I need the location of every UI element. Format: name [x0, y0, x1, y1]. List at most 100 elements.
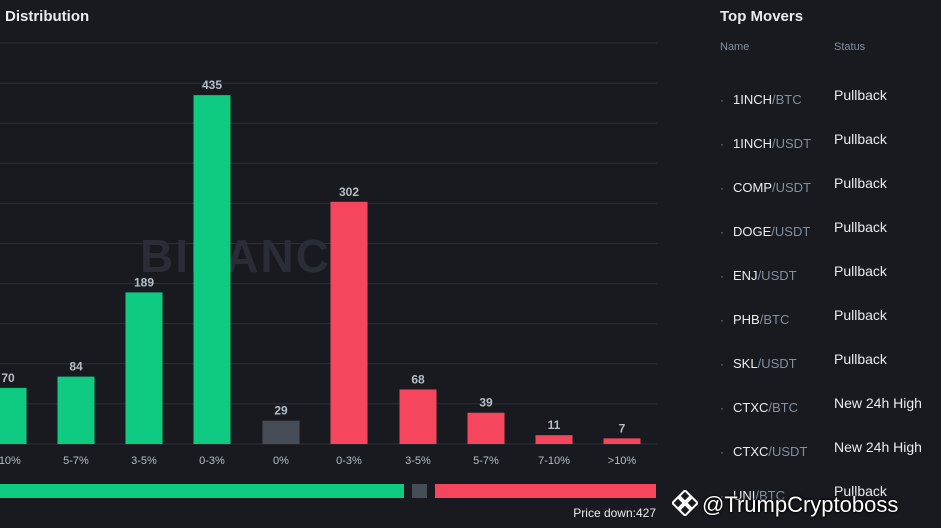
mover-row[interactable]: · UNI/BTC Pullback	[720, 483, 941, 527]
pair-name[interactable]: CTXC/USDT	[733, 444, 807, 459]
mover-status: New 24h High	[834, 395, 922, 411]
pair-quote: /USDT	[768, 444, 808, 459]
bullet-icon: ·	[720, 137, 724, 151]
pair-quote: /BTC	[768, 400, 799, 415]
bar-value-label: 189	[134, 275, 154, 289]
pair-base: SKL	[733, 356, 758, 371]
pair-name[interactable]: DOGE/USDT	[733, 224, 810, 239]
pair-base: UNI	[733, 488, 756, 503]
pair-base: ENJ	[733, 268, 758, 283]
pair-name[interactable]: ENJ/USDT	[733, 268, 797, 283]
mover-status: Pullback	[834, 307, 887, 323]
bar-value-label: 84	[69, 360, 83, 374]
bar-5	[330, 201, 368, 444]
mover-row[interactable]: · CTXC/USDT New 24h High	[720, 439, 941, 483]
bar-value-label: 70	[1, 371, 15, 385]
mover-row[interactable]: · 1INCH/USDT Pullback	[720, 131, 941, 175]
x-tick-label: 0-3%	[336, 455, 362, 467]
pair-name[interactable]: COMP/USDT	[733, 180, 811, 195]
x-tick-label: 5-7%	[63, 455, 89, 467]
x-tick-label: 0%	[273, 455, 289, 467]
price-up-summary-bar	[0, 484, 404, 498]
bullet-icon: ·	[720, 93, 724, 107]
bar-value-label: 435	[202, 78, 222, 92]
pair-name[interactable]: UNI/BTC	[733, 488, 785, 503]
pair-quote: /BTC	[759, 312, 790, 327]
mover-status: Pullback	[834, 131, 887, 147]
watermark-handle: @TrumpCryptoboss	[670, 488, 899, 518]
pair-base: 1INCH	[733, 136, 773, 151]
x-tick-label: -10%	[0, 455, 21, 467]
mover-row[interactable]: · 1INCH/BTC Pullback	[720, 87, 941, 131]
pair-name[interactable]: SKL/USDT	[733, 356, 797, 371]
pair-quote: /USDT	[757, 356, 797, 371]
pair-name[interactable]: 1INCH/USDT	[733, 136, 811, 151]
x-tick-label: 5-7%	[473, 455, 499, 467]
bar-2	[125, 292, 163, 444]
mover-status: Pullback	[834, 219, 887, 235]
pair-base: 1INCH	[733, 92, 773, 107]
mover-status: Pullback	[834, 87, 887, 103]
mover-row[interactable]: · ENJ/USDT Pullback	[720, 263, 941, 307]
top-movers-panel: Top Movers Name Status · 1INCH/BTC Pullbac…	[720, 0, 941, 528]
mover-row[interactable]: · DOGE/USDT Pullback	[720, 219, 941, 263]
x-tick-label: >10%	[608, 455, 637, 467]
mover-status: Pullback	[834, 351, 887, 367]
price-flat-summary-bar	[411, 484, 427, 498]
x-tick-label: 7-10%	[538, 455, 570, 467]
bar-0	[0, 387, 27, 444]
pair-base: COMP	[733, 180, 772, 195]
bar-1	[57, 376, 95, 444]
pair-quote: /USDT	[772, 136, 812, 151]
bullet-icon: ·	[720, 225, 724, 239]
pair-name[interactable]: 1INCH/BTC	[733, 92, 802, 107]
mover-row[interactable]: · SKL/USDT Pullback	[720, 351, 941, 395]
bar-6	[399, 389, 437, 444]
top-movers-title: Top Movers	[720, 8, 804, 25]
bullet-icon: ·	[720, 313, 724, 327]
column-header-name: Name	[720, 41, 750, 53]
binance-watermark: BINANCE	[140, 230, 364, 282]
handle-text: @TrumpCryptoboss	[702, 492, 899, 517]
pair-quote: /BTC	[772, 92, 802, 107]
chart-gridlines	[0, 42, 657, 445]
column-header-status: Status	[834, 41, 866, 53]
pair-quote: /USDT	[771, 224, 811, 239]
binance-diamond-icon	[670, 488, 700, 518]
pair-base: CTXC	[733, 444, 769, 459]
price-down-summary-bar	[434, 484, 656, 498]
pair-name[interactable]: CTXC/BTC	[733, 400, 798, 415]
bar-value-label: 302	[339, 185, 359, 199]
bullet-icon: ·	[720, 489, 724, 503]
bar-value-label: 39	[479, 396, 493, 410]
pair-quote: /BTC	[755, 488, 786, 503]
mover-status: Pullback	[834, 175, 887, 191]
bar-3	[193, 95, 231, 444]
distribution-chart: BINANCE 70 -10% 84 5-7% 189 3-5% 435 0-3% 29 0% 30…	[0, 42, 657, 467]
mover-status: Pullback	[834, 483, 887, 499]
bar-value-label: 7	[619, 421, 626, 435]
mover-row[interactable]: · COMP/USDT Pullback	[720, 175, 941, 219]
x-tick-label: 3-5%	[131, 455, 157, 467]
mover-status: New 24h High	[834, 439, 922, 455]
distribution-title: Distribution	[5, 8, 90, 25]
pair-base: DOGE	[733, 224, 772, 239]
bullet-icon: ·	[720, 181, 724, 195]
bar-value-label: 11	[548, 418, 561, 432]
pair-base: CTXC	[733, 400, 769, 415]
mover-row[interactable]: · CTXC/BTC New 24h High	[720, 395, 941, 439]
bar-4	[262, 420, 300, 444]
mover-status: Pullback	[834, 263, 887, 279]
bar-value-label: 29	[274, 404, 288, 418]
bullet-icon: ·	[720, 357, 724, 371]
pair-name[interactable]: PHB/BTC	[733, 312, 789, 327]
x-tick-label: 0-3%	[199, 455, 225, 467]
price-down-label: Price down:427	[573, 506, 656, 520]
mover-row[interactable]: · PHB/BTC Pullback	[720, 307, 941, 351]
bar-8	[535, 435, 573, 444]
pair-quote: /USDT	[772, 180, 811, 195]
bullet-icon: ·	[720, 401, 724, 415]
x-tick-label: 3-5%	[405, 455, 431, 467]
pair-base: PHB	[733, 312, 760, 327]
bullet-icon: ·	[720, 269, 724, 283]
